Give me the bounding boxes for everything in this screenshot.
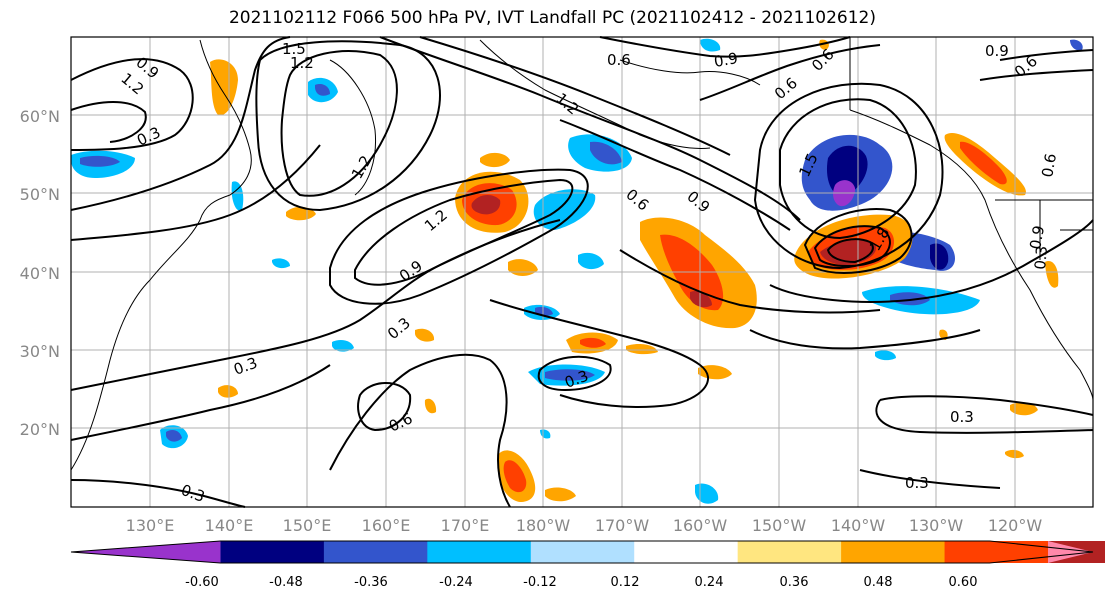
lon-label: 140°W bbox=[831, 516, 886, 535]
lon-label: 120°W bbox=[988, 516, 1043, 535]
positive-anomaly bbox=[698, 365, 732, 380]
contour-label: 0.9 bbox=[985, 42, 1009, 60]
lat-label: 40°N bbox=[20, 264, 60, 283]
positive-anomaly bbox=[626, 344, 658, 355]
positive-anomaly bbox=[1045, 261, 1059, 288]
negative-anomaly bbox=[166, 430, 182, 442]
colorbar-extend-min bbox=[71, 541, 221, 563]
negative-anomaly bbox=[1070, 39, 1083, 51]
lat-label: 30°N bbox=[20, 342, 60, 361]
colorbar-tick-label: 0.24 bbox=[695, 575, 724, 590]
colorbar-tick-label: 0.12 bbox=[611, 575, 640, 590]
negative-anomaly bbox=[332, 340, 354, 352]
colorbar bbox=[70, 540, 1105, 564]
lon-label: 130°E bbox=[126, 516, 175, 535]
negative-anomaly bbox=[890, 292, 930, 306]
negative-anomaly bbox=[875, 350, 896, 361]
negative-anomaly bbox=[695, 483, 719, 504]
lat-label: 60°N bbox=[20, 107, 60, 126]
lat-label: 50°N bbox=[20, 185, 60, 204]
lon-label: 180°W bbox=[516, 516, 571, 535]
colorbar-extend-max bbox=[1048, 541, 1093, 563]
negative-anomaly bbox=[231, 181, 244, 211]
lon-label: 150°E bbox=[283, 516, 332, 535]
colorbar-segment bbox=[530, 541, 635, 563]
colorbar-tick-label: 0.36 bbox=[780, 575, 809, 590]
colorbar-tick-label: -0.12 bbox=[523, 575, 557, 590]
contour-label: 0.6 bbox=[1038, 152, 1060, 179]
colorbar-tick-label: -0.60 bbox=[185, 575, 219, 590]
lon-label: 170°W bbox=[595, 516, 650, 535]
colorbar-tick-label: 0.48 bbox=[864, 575, 893, 590]
colorbar-tick-label: -0.48 bbox=[269, 575, 303, 590]
contour-label: 1.2 bbox=[290, 54, 314, 72]
negative-anomaly bbox=[533, 189, 596, 230]
negative-anomaly bbox=[930, 243, 949, 270]
colorbar-segment bbox=[220, 541, 325, 563]
negative-anomaly bbox=[272, 258, 290, 269]
map-frame bbox=[70, 36, 1094, 508]
positive-anomaly bbox=[480, 152, 510, 168]
lon-label: 140°E bbox=[205, 516, 254, 535]
colorbar-tick-label: -0.36 bbox=[354, 575, 388, 590]
colorbar-tick-label: -0.24 bbox=[439, 575, 473, 590]
positive-anomaly bbox=[471, 194, 501, 215]
positive-anomaly bbox=[210, 59, 238, 116]
contour-label: 0.9 bbox=[1026, 224, 1048, 251]
positive-anomaly bbox=[545, 487, 576, 502]
map-title: 2021102112 F066 500 hPa PV, IVT Landfall… bbox=[228, 8, 876, 28]
colorbar-segment bbox=[841, 541, 946, 563]
colorbar-ticks: -0.60 -0.48 -0.36 -0.24 -0.12 0.12 0.24 … bbox=[185, 575, 977, 590]
lat-label: 20°N bbox=[20, 420, 60, 439]
colorbar-segment bbox=[427, 541, 532, 563]
contour-label: 0.9 bbox=[713, 49, 740, 71]
negative-anomaly bbox=[578, 252, 604, 270]
positive-anomaly bbox=[415, 328, 435, 342]
colorbar-segment bbox=[944, 541, 1049, 563]
negative-anomaly bbox=[545, 369, 595, 381]
positive-anomaly bbox=[1010, 402, 1038, 416]
colorbar-segment bbox=[737, 541, 842, 563]
lon-label: 160°W bbox=[673, 516, 728, 535]
contour-label: 0.3 bbox=[950, 408, 974, 426]
positive-anomaly bbox=[960, 141, 1007, 185]
contour-label: 0.3 bbox=[905, 474, 929, 492]
negative-anomaly bbox=[700, 38, 721, 52]
negative-anomaly bbox=[315, 84, 330, 96]
positive-anomaly bbox=[424, 398, 437, 414]
colorbar-segment bbox=[323, 541, 428, 563]
lon-label: 160°E bbox=[362, 516, 411, 535]
positive-anomaly bbox=[286, 206, 316, 221]
colorbar-outline bbox=[70, 540, 1094, 564]
colorbar-segment bbox=[634, 541, 739, 563]
pv-contours bbox=[70, 36, 1094, 508]
positive-anomaly bbox=[218, 385, 238, 398]
contour-label: 1.5 bbox=[282, 40, 306, 58]
positive-anomaly bbox=[580, 337, 606, 348]
negative-anomaly bbox=[590, 141, 622, 165]
lon-label: 150°W bbox=[752, 516, 807, 535]
colorbar-tick-label: 0.60 bbox=[949, 575, 978, 590]
negative-anomaly bbox=[80, 155, 120, 167]
lon-label: 130°W bbox=[909, 516, 964, 535]
positive-anomaly bbox=[503, 460, 527, 493]
contour-label: 0.6 bbox=[607, 51, 631, 69]
contour-label: 0.3 bbox=[1031, 245, 1051, 270]
lon-label: 170°E bbox=[441, 516, 490, 535]
